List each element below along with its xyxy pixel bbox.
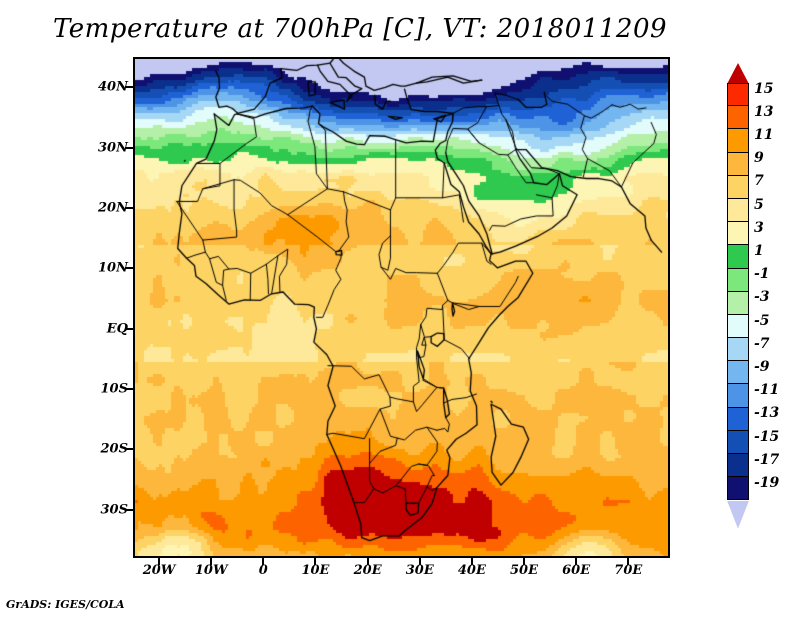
colorbar-band bbox=[727, 454, 749, 478]
longitude-tick-label: 10E bbox=[301, 563, 330, 578]
latitude-tick-mark bbox=[125, 146, 133, 149]
colorbar-tick-label: -13 bbox=[754, 405, 780, 422]
colorbar-band bbox=[727, 361, 749, 385]
latitude-tick-label: 30N bbox=[98, 140, 128, 156]
latitude-tick-label: 20N bbox=[98, 200, 128, 216]
colorbar-tick-label: 11 bbox=[754, 127, 774, 143]
longitude-tick-mark bbox=[158, 558, 161, 565]
colorbar-tick-label: -7 bbox=[754, 335, 770, 352]
colorbar-band bbox=[727, 175, 749, 199]
colorbar-band bbox=[727, 268, 749, 292]
colorbar-tick-label: -19 bbox=[754, 475, 780, 491]
colorbar-under-arrow bbox=[727, 500, 749, 529]
colorbar-band bbox=[727, 152, 749, 176]
colorbar-tick-label: -11 bbox=[754, 382, 780, 399]
colorbar-tick-label: -15 bbox=[754, 428, 780, 445]
longitude-tick-label: 50E bbox=[510, 563, 539, 578]
footer-credit: GrADS: IGES/COLA bbox=[6, 598, 125, 611]
latitude-tick-mark bbox=[125, 206, 133, 209]
latitude-tick-label: 30S bbox=[100, 502, 128, 518]
colorbar-tick-label: -5 bbox=[754, 312, 770, 329]
latitude-tick-label: 10N bbox=[98, 260, 128, 276]
longitude-tick-label: 20E bbox=[353, 563, 382, 578]
colorbar-band bbox=[727, 291, 749, 315]
longitude-tick-mark bbox=[470, 558, 473, 565]
page-title: Temperature at 700hPa [C], VT: 201801120… bbox=[52, 14, 668, 44]
colorbar-band bbox=[727, 106, 749, 130]
colorbar bbox=[727, 83, 749, 501]
longitude-tick-label: 40E bbox=[457, 563, 486, 578]
temperature-field bbox=[135, 59, 668, 556]
colorbar-over-arrow bbox=[727, 63, 749, 84]
latitude-tick-mark bbox=[125, 448, 133, 451]
longitude-tick-label: 70E bbox=[614, 563, 643, 578]
longitude-tick-label: 20W bbox=[142, 563, 176, 578]
colorbar-tick-label: -17 bbox=[754, 451, 780, 468]
colorbar-tick-label: 15 bbox=[754, 80, 774, 97]
latitude-tick-mark bbox=[125, 86, 133, 89]
latitude-tick-label: 40N bbox=[98, 79, 128, 95]
longitude-tick-mark bbox=[418, 558, 421, 565]
colorbar-band bbox=[727, 407, 749, 431]
colorbar-band bbox=[727, 338, 749, 362]
colorbar-band bbox=[727, 83, 749, 107]
latitude-tick-mark bbox=[125, 508, 133, 511]
latitude-tick-label: EQ bbox=[106, 321, 128, 337]
colorbar-band bbox=[727, 198, 749, 223]
colorbar-tick-label: 13 bbox=[754, 103, 774, 120]
latitude-tick-mark bbox=[125, 267, 133, 270]
longitude-tick-mark bbox=[575, 558, 578, 565]
longitude-tick-label: 10W bbox=[194, 563, 228, 578]
colorbar-band bbox=[727, 477, 749, 501]
latitude-tick-label: 10S bbox=[100, 381, 128, 397]
colorbar-band bbox=[727, 222, 749, 246]
latitude-tick-mark bbox=[125, 327, 133, 330]
colorbar-tick-label: -1 bbox=[754, 266, 770, 283]
colorbar-tick-label: 3 bbox=[754, 219, 764, 236]
longitude-tick-mark bbox=[314, 558, 317, 565]
colorbar-tick-label: 9 bbox=[754, 150, 764, 167]
longitude-tick-mark bbox=[262, 558, 265, 565]
longitude-tick-label: 0 bbox=[258, 563, 268, 578]
longitude-tick-mark bbox=[366, 558, 369, 565]
longitude-tick-mark bbox=[627, 558, 630, 565]
longitude-tick-mark bbox=[210, 558, 213, 565]
colorbar-band bbox=[727, 384, 749, 408]
colorbar-tick-label: -3 bbox=[754, 289, 770, 306]
latitude-tick-label: 20S bbox=[100, 441, 128, 457]
latitude-tick-mark bbox=[125, 387, 133, 390]
colorbar-band bbox=[727, 245, 749, 269]
map-plot-area bbox=[133, 57, 670, 558]
longitude-tick-label: 30E bbox=[405, 563, 434, 578]
colorbar-band bbox=[727, 129, 749, 153]
colorbar-band bbox=[727, 314, 749, 339]
colorbar-tick-label: 1 bbox=[754, 243, 764, 259]
colorbar-tick-label: 7 bbox=[754, 173, 764, 190]
colorbar-tick-label: -9 bbox=[754, 359, 770, 375]
longitude-tick-label: 60E bbox=[562, 563, 591, 578]
colorbar-tick-label: 5 bbox=[754, 196, 764, 213]
longitude-tick-mark bbox=[523, 558, 526, 565]
colorbar-band bbox=[727, 430, 749, 454]
